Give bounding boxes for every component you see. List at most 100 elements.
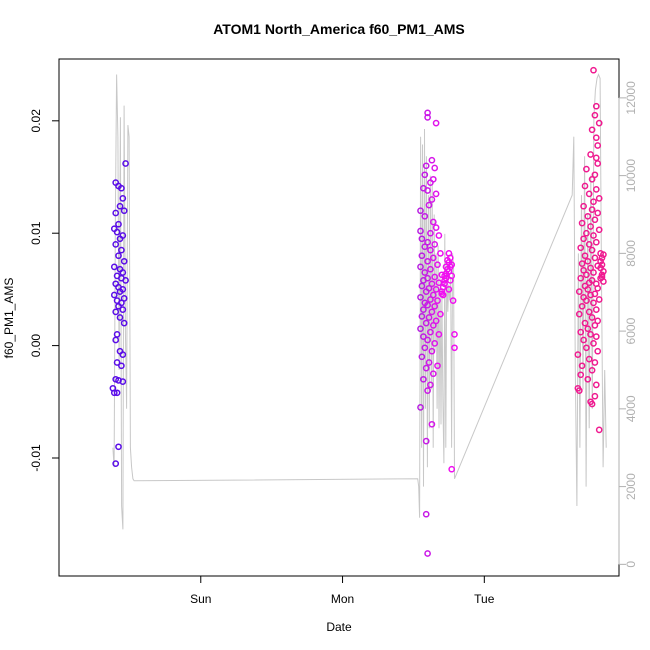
data-point (110, 291, 118, 299)
data-point (424, 336, 431, 344)
data-point (435, 279, 443, 287)
data-point (113, 228, 121, 236)
data-point (585, 241, 593, 248)
data-point (598, 261, 606, 269)
y2-tick-label: 6000 (624, 317, 638, 344)
altitude-line (112, 73, 607, 530)
data-point (595, 226, 603, 234)
data-point (422, 162, 430, 170)
data-point (427, 246, 434, 254)
data-point (583, 271, 590, 279)
data-point (591, 359, 599, 366)
data-point (418, 313, 426, 320)
data-point (591, 171, 599, 179)
data-point (432, 190, 440, 198)
data-point (590, 232, 597, 239)
data-point (585, 190, 593, 198)
data-point (585, 355, 593, 363)
data-point (600, 268, 607, 275)
data-point (420, 375, 427, 383)
data-point (421, 171, 429, 179)
data-point (448, 261, 456, 269)
data-point (417, 325, 424, 333)
data-point (600, 251, 607, 258)
data-point (112, 460, 120, 467)
data-point (429, 322, 437, 329)
data-point (587, 331, 594, 338)
y-tick-label: 0.00 (29, 334, 43, 358)
data-point (425, 314, 433, 321)
data-point (584, 325, 592, 333)
data-point (588, 314, 596, 321)
data-point (115, 302, 122, 310)
data-point (115, 252, 122, 260)
data-point (422, 288, 430, 295)
data-point (424, 387, 431, 394)
data-point (119, 306, 127, 313)
data-point (429, 291, 437, 299)
data-point (119, 195, 127, 202)
data-point (592, 306, 600, 313)
data-point (428, 308, 436, 316)
data-point (122, 160, 129, 167)
data-point (592, 154, 600, 162)
data-point (594, 317, 602, 325)
data-point (577, 371, 585, 379)
data-point (422, 437, 430, 445)
data-point (584, 375, 592, 383)
data-point (429, 370, 437, 378)
data-point (585, 279, 593, 287)
data-point (119, 351, 127, 358)
data-point (588, 400, 596, 408)
data-point (598, 254, 606, 262)
data-point (434, 261, 441, 269)
data-point (113, 389, 121, 397)
data-point (420, 277, 427, 284)
data-point (422, 510, 430, 518)
data-point (122, 277, 129, 284)
data-point (590, 269, 597, 276)
data-point (597, 257, 604, 265)
data-point (578, 219, 586, 227)
y2-tick-label: 8000 (624, 240, 638, 267)
plot-frame (58, 58, 620, 577)
data-point (588, 175, 596, 183)
data-point (595, 119, 603, 127)
data-point (417, 207, 424, 215)
data-point (418, 282, 426, 290)
data-point (584, 257, 592, 265)
data-point (417, 404, 424, 411)
data-point (421, 243, 429, 251)
data-point (595, 426, 603, 434)
data-point (116, 288, 124, 295)
data-point (592, 134, 600, 142)
data-point (580, 266, 587, 274)
data-point (592, 186, 600, 193)
data-point (439, 291, 447, 299)
x-tick-label: Mon (331, 592, 354, 606)
data-point (432, 224, 440, 231)
data-point (432, 317, 440, 325)
data-point (115, 443, 122, 451)
data-point (441, 280, 448, 288)
data-point (424, 238, 431, 246)
data-point (429, 218, 437, 226)
y2-tick-label: 2000 (624, 473, 638, 500)
data-point (116, 202, 124, 210)
data-point (451, 344, 458, 352)
data-point (592, 333, 600, 340)
data-point (434, 362, 441, 370)
data-point (600, 278, 607, 285)
data-point (115, 220, 122, 228)
data-point (427, 229, 434, 237)
data-point (112, 241, 120, 248)
data-point (417, 293, 424, 301)
x-axis-label: Date (326, 620, 352, 634)
data-point (577, 328, 585, 336)
data-point (434, 297, 441, 304)
data-point (418, 235, 426, 243)
data-point (110, 389, 118, 397)
data-point (431, 340, 439, 347)
data-point (435, 232, 443, 239)
data-point (427, 328, 434, 336)
